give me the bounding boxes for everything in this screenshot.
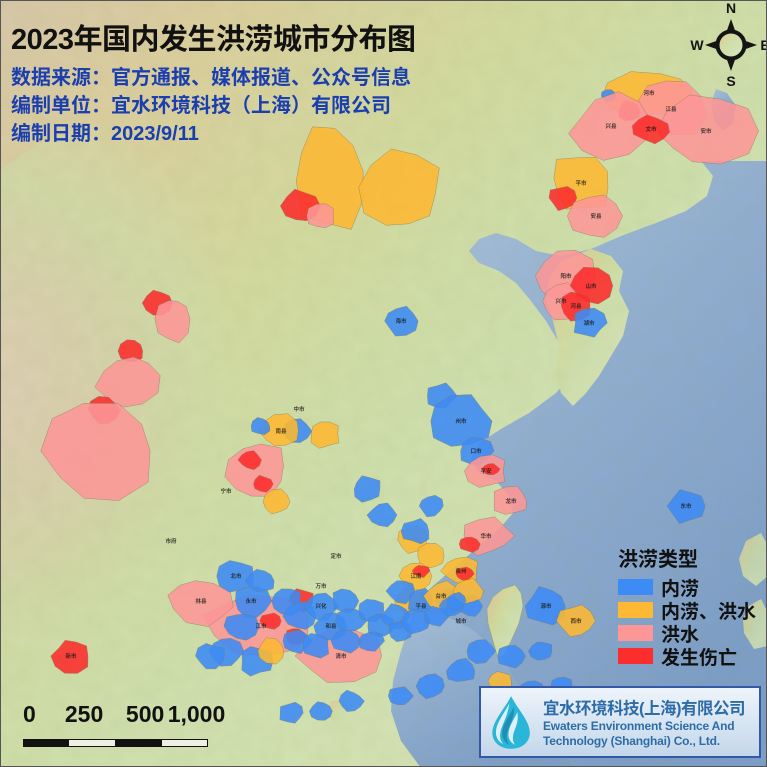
svg-text:宁市: 宁市 — [220, 487, 232, 495]
svg-text:北市: 北市 — [230, 572, 242, 580]
svg-text:S: S — [726, 73, 735, 89]
svg-text:兴县: 兴县 — [605, 122, 617, 130]
svg-text:台市: 台市 — [435, 592, 447, 600]
svg-text:河市: 河市 — [643, 89, 655, 97]
svg-text:江县: 江县 — [665, 105, 677, 113]
svg-text:和县: 和县 — [325, 622, 337, 630]
svg-text:清市: 清市 — [335, 652, 347, 660]
svg-text:林县: 林县 — [195, 597, 207, 605]
svg-text:N: N — [726, 1, 736, 16]
svg-text:安县: 安县 — [590, 212, 602, 220]
svg-text:西市: 西市 — [570, 617, 582, 625]
svg-text:东市: 东市 — [680, 502, 692, 510]
svg-text:海市: 海市 — [395, 317, 407, 325]
svg-text:E: E — [760, 37, 767, 53]
svg-text:城市: 城市 — [455, 617, 467, 625]
svg-text:W: W — [690, 37, 704, 53]
svg-text:万市: 万市 — [315, 582, 327, 590]
svg-text:兴市: 兴市 — [555, 297, 567, 305]
svg-text:源市: 源市 — [540, 602, 552, 610]
svg-text:永市: 永市 — [245, 597, 257, 605]
svg-text:平安: 平安 — [480, 467, 492, 475]
svg-text:兴化: 兴化 — [315, 602, 327, 610]
svg-text:文市: 文市 — [645, 125, 657, 133]
svg-text:州市: 州市 — [455, 417, 467, 425]
svg-text:华市: 华市 — [480, 532, 492, 540]
svg-text:山市: 山市 — [585, 282, 597, 290]
svg-text:龙市: 龙市 — [505, 497, 517, 505]
svg-text:中市: 中市 — [293, 405, 305, 413]
svg-text:江南: 江南 — [410, 572, 422, 580]
svg-text:新市: 新市 — [65, 652, 77, 660]
svg-text:南县: 南县 — [275, 427, 287, 435]
svg-text:安市: 安市 — [700, 127, 712, 135]
svg-text:平县: 平县 — [415, 602, 427, 610]
svg-text:口市: 口市 — [470, 447, 482, 455]
svg-text:平市: 平市 — [575, 179, 587, 187]
svg-text:湖市: 湖市 — [583, 319, 595, 327]
svg-text:泉州: 泉州 — [455, 567, 466, 575]
svg-text:市府: 市府 — [165, 537, 177, 545]
svg-text:江市: 江市 — [255, 622, 267, 630]
svg-text:定市: 定市 — [330, 552, 342, 560]
svg-text:阳市: 阳市 — [560, 272, 572, 280]
svg-text:河县: 河县 — [570, 302, 582, 310]
